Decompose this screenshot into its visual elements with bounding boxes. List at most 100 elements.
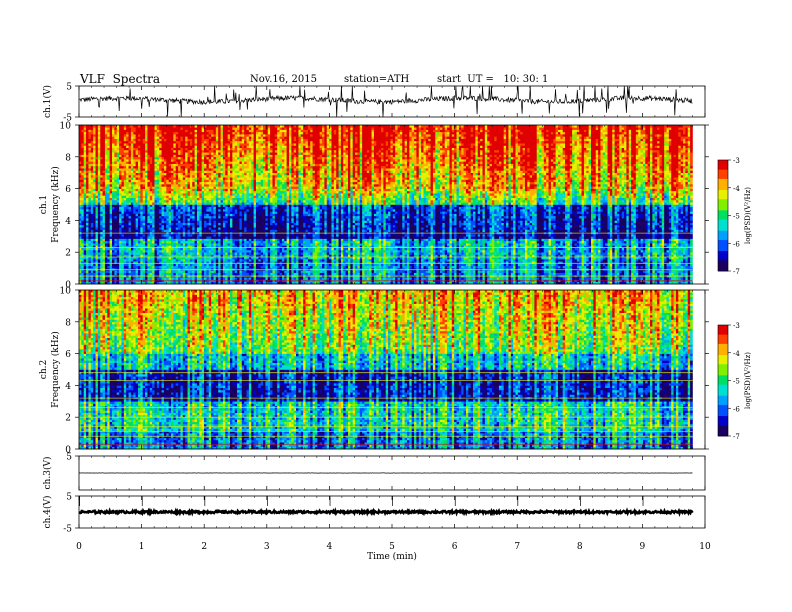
spectrogram-cell bbox=[96, 270, 99, 273]
spectrogram-cell bbox=[103, 273, 106, 276]
spectrogram-cell bbox=[114, 141, 117, 144]
spectrogram-cell bbox=[81, 161, 84, 164]
spectrogram-cell bbox=[114, 209, 117, 212]
spectrogram-cell bbox=[84, 209, 87, 212]
spectrogram-cell bbox=[93, 248, 96, 251]
spectrogram-cell bbox=[112, 166, 115, 169]
spectrogram-cell bbox=[91, 191, 94, 194]
spectrogram-cell bbox=[110, 205, 113, 208]
spectrogram-cell bbox=[100, 175, 103, 178]
spectrogram-cell bbox=[84, 130, 87, 133]
spectrogram-cell bbox=[112, 150, 115, 153]
spectrogram-cell bbox=[81, 220, 84, 223]
spectrogram-cell bbox=[107, 243, 110, 246]
spectrogram-cell bbox=[103, 198, 106, 201]
spectrogram-cell bbox=[98, 205, 101, 208]
spectrogram-cell bbox=[112, 173, 115, 176]
spectrogram-cell bbox=[84, 207, 87, 210]
spectrogram-cell bbox=[93, 220, 96, 223]
spectrogram-cell bbox=[112, 164, 115, 167]
spectrogram-cell bbox=[98, 155, 101, 158]
spectrogram-cell bbox=[105, 182, 108, 185]
spectrogram-cell bbox=[110, 173, 113, 176]
spectrogram-cell bbox=[88, 250, 91, 253]
spectrogram-cell bbox=[98, 216, 101, 219]
spectrogram-cell bbox=[107, 270, 110, 273]
spectrogram-cell bbox=[98, 132, 101, 135]
spectrogram-cell bbox=[100, 195, 103, 198]
spectrogram-cell bbox=[107, 216, 110, 219]
spectrogram-cell bbox=[105, 264, 108, 267]
spectrogram-cell bbox=[100, 155, 103, 158]
spectrogram-cell bbox=[81, 175, 84, 178]
spectrogram-cell bbox=[84, 200, 87, 203]
spectrogram-cell bbox=[114, 168, 117, 171]
spectrogram-cell bbox=[96, 211, 99, 214]
spectrogram-cell bbox=[88, 239, 91, 242]
spectrogram-cell bbox=[110, 155, 113, 158]
spectrogram-cell bbox=[103, 193, 106, 196]
spectrogram-cell bbox=[81, 168, 84, 171]
spectrogram-cell bbox=[112, 202, 115, 205]
spectrogram-cell bbox=[107, 170, 110, 173]
spectrogram-cell bbox=[96, 127, 99, 130]
spectrogram-cell bbox=[114, 195, 117, 198]
spectrogram-cell bbox=[98, 227, 101, 230]
spectrogram-cell bbox=[103, 127, 106, 130]
spectrogram-cell bbox=[103, 205, 106, 208]
spectrogram-cell bbox=[91, 223, 94, 226]
spectrogram-cell bbox=[96, 152, 99, 155]
spectrogram-cell bbox=[91, 241, 94, 244]
spectrogram-cell bbox=[88, 150, 91, 153]
spectrogram-cell bbox=[93, 180, 96, 183]
spectrogram-cell bbox=[88, 216, 91, 219]
spectrogram-cell bbox=[91, 248, 94, 251]
spectrogram-cell bbox=[93, 161, 96, 164]
spectrogram-cell bbox=[86, 225, 89, 228]
spectrogram-cell bbox=[105, 198, 108, 201]
spectrogram-cell bbox=[117, 193, 120, 196]
spectrogram-cell bbox=[81, 273, 84, 276]
spectrogram-cell bbox=[107, 200, 110, 203]
spectrogram-cell bbox=[112, 193, 115, 196]
spectrogram-cell bbox=[100, 248, 103, 251]
spectrogram-cell bbox=[81, 225, 84, 228]
spectrogram-cell bbox=[110, 186, 113, 189]
spectrogram-cell bbox=[91, 234, 94, 237]
spectrogram-cell bbox=[86, 202, 89, 205]
spectrogram-cell bbox=[81, 157, 84, 160]
spectrogram-cell bbox=[105, 148, 108, 151]
spectrogram-cell bbox=[100, 184, 103, 187]
spectrogram-cell bbox=[103, 239, 106, 242]
spectrogram-cell bbox=[117, 195, 120, 198]
spectrogram-cell bbox=[84, 191, 87, 194]
spectrogram-cell bbox=[96, 136, 99, 139]
spectrogram-cell bbox=[107, 136, 110, 139]
spectrogram-cell bbox=[112, 259, 115, 262]
spectrogram-cell bbox=[103, 141, 106, 144]
spectrogram-cell bbox=[112, 250, 115, 253]
spectrogram-cell bbox=[84, 227, 87, 230]
spectrogram-cell bbox=[91, 270, 94, 273]
spectrogram-cell bbox=[81, 159, 84, 162]
spectrogram-cell bbox=[117, 264, 120, 267]
spectrogram-cell bbox=[100, 161, 103, 164]
spectrogram-cell bbox=[100, 145, 103, 148]
spectrogram-cell bbox=[100, 152, 103, 155]
spectrogram-cell bbox=[86, 266, 89, 269]
spectrogram-cell bbox=[86, 189, 89, 192]
spectrogram-cell bbox=[84, 218, 87, 221]
spectrogram-cell bbox=[96, 161, 99, 164]
spectrogram-cell bbox=[105, 152, 108, 155]
spectrogram-cell bbox=[91, 218, 94, 221]
spectrogram-cell bbox=[110, 266, 113, 269]
spectrogram-cell bbox=[114, 225, 117, 228]
spectrogram-cell bbox=[100, 189, 103, 192]
spectrogram-cell bbox=[105, 227, 108, 230]
spectrogram-cell bbox=[88, 155, 91, 158]
spectrogram-cell bbox=[114, 152, 117, 155]
spectrogram-cell bbox=[112, 186, 115, 189]
spectrogram-cell bbox=[98, 159, 101, 162]
spectrogram-cell bbox=[112, 155, 115, 158]
spectrogram-cell bbox=[107, 145, 110, 148]
